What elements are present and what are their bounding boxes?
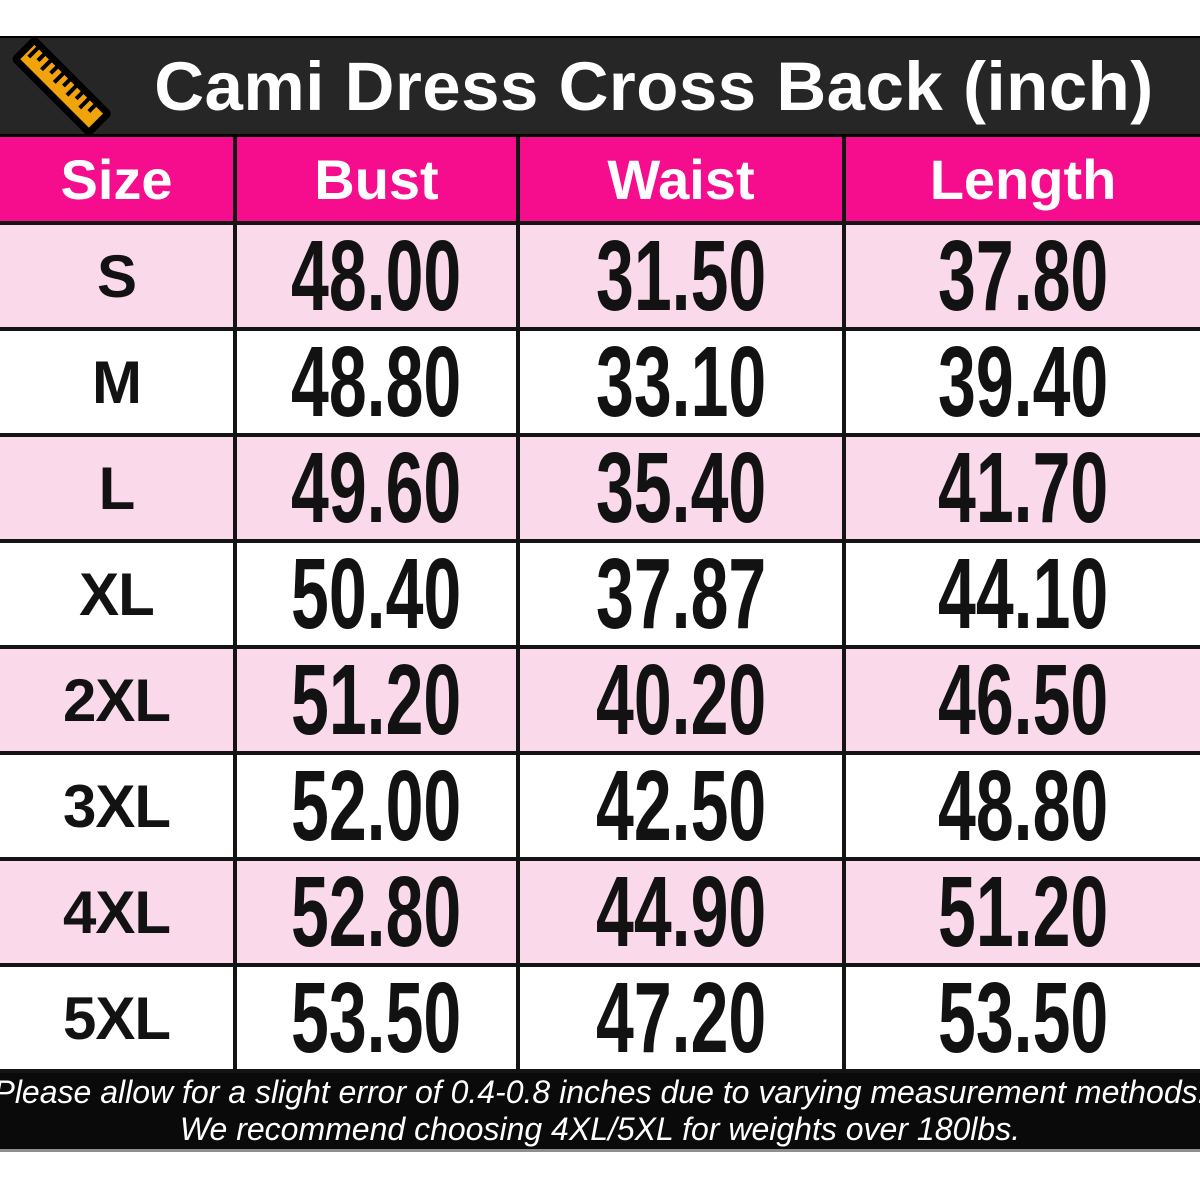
waist-cell: 44.90 [520, 861, 846, 967]
column-header-length: Length [846, 137, 1200, 225]
length-value: 46.50 [937, 649, 1109, 755]
size-table: Size Bust Waist Length S 48.00 31.50 37.… [0, 137, 1200, 1073]
bust-cell: 52.00 [237, 755, 520, 861]
size-value: 5XL [62, 984, 171, 1052]
bust-value: 52.00 [291, 755, 462, 861]
disclaimer-line-1: Please allow for a slight error of 0.4-0… [0, 1074, 1200, 1110]
bust-value: 52.80 [291, 861, 462, 967]
waist-cell: 33.10 [520, 331, 846, 437]
size-value: 3XL [62, 772, 171, 840]
length-value: 53.50 [937, 967, 1109, 1073]
chart-title-bar: Cami Dress Cross Back (inch) [0, 36, 1200, 137]
bust-cell: 49.60 [237, 437, 520, 543]
length-cell: 53.50 [846, 967, 1200, 1073]
bust-cell: 53.50 [237, 967, 520, 1073]
length-cell: 39.40 [846, 331, 1200, 437]
bust-cell: 50.40 [237, 543, 520, 649]
size-value: 2XL [62, 666, 171, 734]
column-header-size: Size [0, 137, 237, 225]
waist-cell: 40.20 [520, 649, 846, 755]
waist-value: 44.90 [595, 861, 767, 967]
length-cell: 48.80 [846, 755, 1200, 861]
bust-cell: 52.80 [237, 861, 520, 967]
waist-value: 47.20 [595, 967, 767, 1073]
waist-value: 37.87 [595, 543, 767, 649]
bust-value: 51.20 [291, 649, 462, 755]
length-value: 44.10 [937, 543, 1109, 649]
size-cell: S [0, 225, 237, 331]
size-cell: M [0, 331, 237, 437]
length-value: 41.70 [937, 437, 1109, 543]
size-cell: XL [0, 543, 237, 649]
length-cell: 44.10 [846, 543, 1200, 649]
column-header-waist: Waist [520, 137, 846, 225]
length-value: 37.80 [937, 225, 1109, 331]
waist-cell: 35.40 [520, 437, 846, 543]
size-cell: 5XL [0, 967, 237, 1073]
chart-title: Cami Dress Cross Back (inch) [154, 47, 1154, 125]
bust-cell: 51.20 [237, 649, 520, 755]
bust-value: 53.50 [291, 967, 462, 1073]
column-header-bust: Bust [237, 137, 520, 225]
disclaimer-line-2: We recommend choosing 4XL/5XL for weight… [179, 1111, 1021, 1147]
length-value: 48.80 [937, 755, 1109, 861]
length-value: 39.40 [937, 331, 1109, 437]
size-value: L [98, 454, 136, 522]
waist-value: 35.40 [595, 437, 767, 543]
waist-value: 40.20 [595, 649, 767, 755]
size-value: 4XL [62, 878, 171, 946]
size-cell: L [0, 437, 237, 543]
waist-cell: 42.50 [520, 755, 846, 861]
disclaimer: Please allow for a slight error of 0.4-0… [0, 1073, 1200, 1152]
length-cell: 37.80 [846, 225, 1200, 331]
length-value: 51.20 [937, 861, 1109, 967]
waist-value: 31.50 [595, 225, 767, 331]
bust-value: 49.60 [291, 437, 462, 543]
size-value: S [96, 242, 137, 310]
ruler-icon [12, 37, 111, 136]
bust-value: 50.40 [291, 543, 462, 649]
waist-cell: 37.87 [520, 543, 846, 649]
size-value: M [92, 348, 142, 416]
length-cell: 51.20 [846, 861, 1200, 967]
waist-value: 33.10 [595, 331, 767, 437]
size-value: XL [79, 560, 155, 628]
size-cell: 2XL [0, 649, 237, 755]
bust-value: 48.80 [291, 331, 462, 437]
bust-cell: 48.80 [237, 331, 520, 437]
length-cell: 46.50 [846, 649, 1200, 755]
length-cell: 41.70 [846, 437, 1200, 543]
waist-value: 42.50 [595, 755, 767, 861]
size-cell: 3XL [0, 755, 237, 861]
bust-cell: 48.00 [237, 225, 520, 331]
bust-value: 48.00 [291, 225, 462, 331]
waist-cell: 47.20 [520, 967, 846, 1073]
waist-cell: 31.50 [520, 225, 846, 331]
size-cell: 4XL [0, 861, 237, 967]
